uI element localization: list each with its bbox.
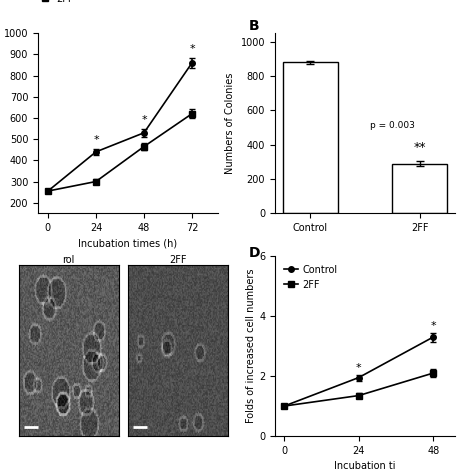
- Text: *: *: [430, 321, 436, 331]
- Text: p = 0.003: p = 0.003: [371, 120, 415, 129]
- Text: *: *: [141, 115, 147, 125]
- Text: *: *: [189, 45, 195, 55]
- Legend: Control, 2FF: Control, 2FF: [280, 261, 341, 293]
- X-axis label: Incubation times (h): Incubation times (h): [78, 238, 178, 248]
- Text: B: B: [249, 19, 259, 33]
- Bar: [392, 164, 447, 213]
- Text: **: **: [413, 141, 426, 154]
- Y-axis label: Numbers of Colonies: Numbers of Colonies: [225, 73, 235, 174]
- Text: *: *: [356, 363, 362, 373]
- Title: rol: rol: [63, 255, 75, 264]
- Title: 2FF: 2FF: [169, 255, 186, 264]
- X-axis label: Incubation ti: Incubation ti: [334, 461, 396, 471]
- Y-axis label: Folds of increased cell numbers: Folds of increased cell numbers: [246, 269, 256, 423]
- Text: D: D: [249, 246, 260, 261]
- Text: *: *: [93, 136, 99, 146]
- Legend: Control, 2FF: Control, 2FF: [34, 0, 95, 8]
- Bar: [283, 63, 337, 213]
